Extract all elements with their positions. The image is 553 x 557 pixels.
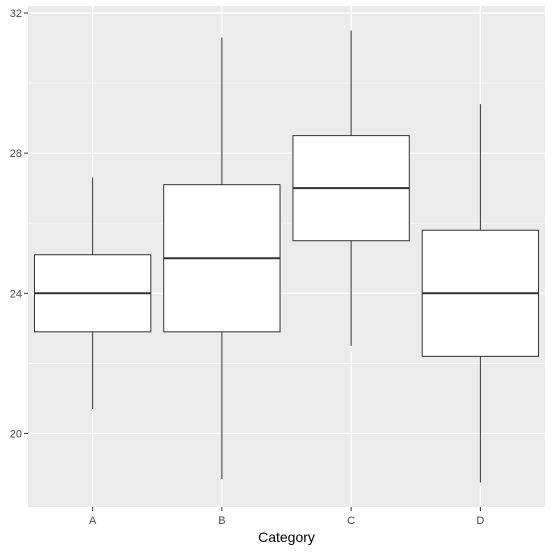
y-tick-label: 20: [10, 428, 22, 440]
box-D: [421, 104, 540, 483]
y-tick-label: 28: [10, 148, 22, 160]
box-B: [163, 37, 281, 479]
box-C: [292, 30, 410, 346]
x-tick-label: C: [347, 515, 355, 527]
x-tick-label: A: [89, 515, 97, 527]
x-tick-label: B: [218, 515, 225, 527]
y-axis: 20 24 28 32: [10, 8, 28, 440]
box-series: [33, 30, 540, 483]
minor-gridlines: [28, 82, 545, 364]
box-A: [33, 177, 152, 409]
x-axis-title: Category: [258, 529, 315, 545]
x-tick-label: D: [476, 515, 484, 527]
x-axis: A B C D: [89, 507, 484, 527]
y-tick-label: 32: [10, 8, 22, 20]
y-tick-label: 24: [10, 288, 22, 300]
